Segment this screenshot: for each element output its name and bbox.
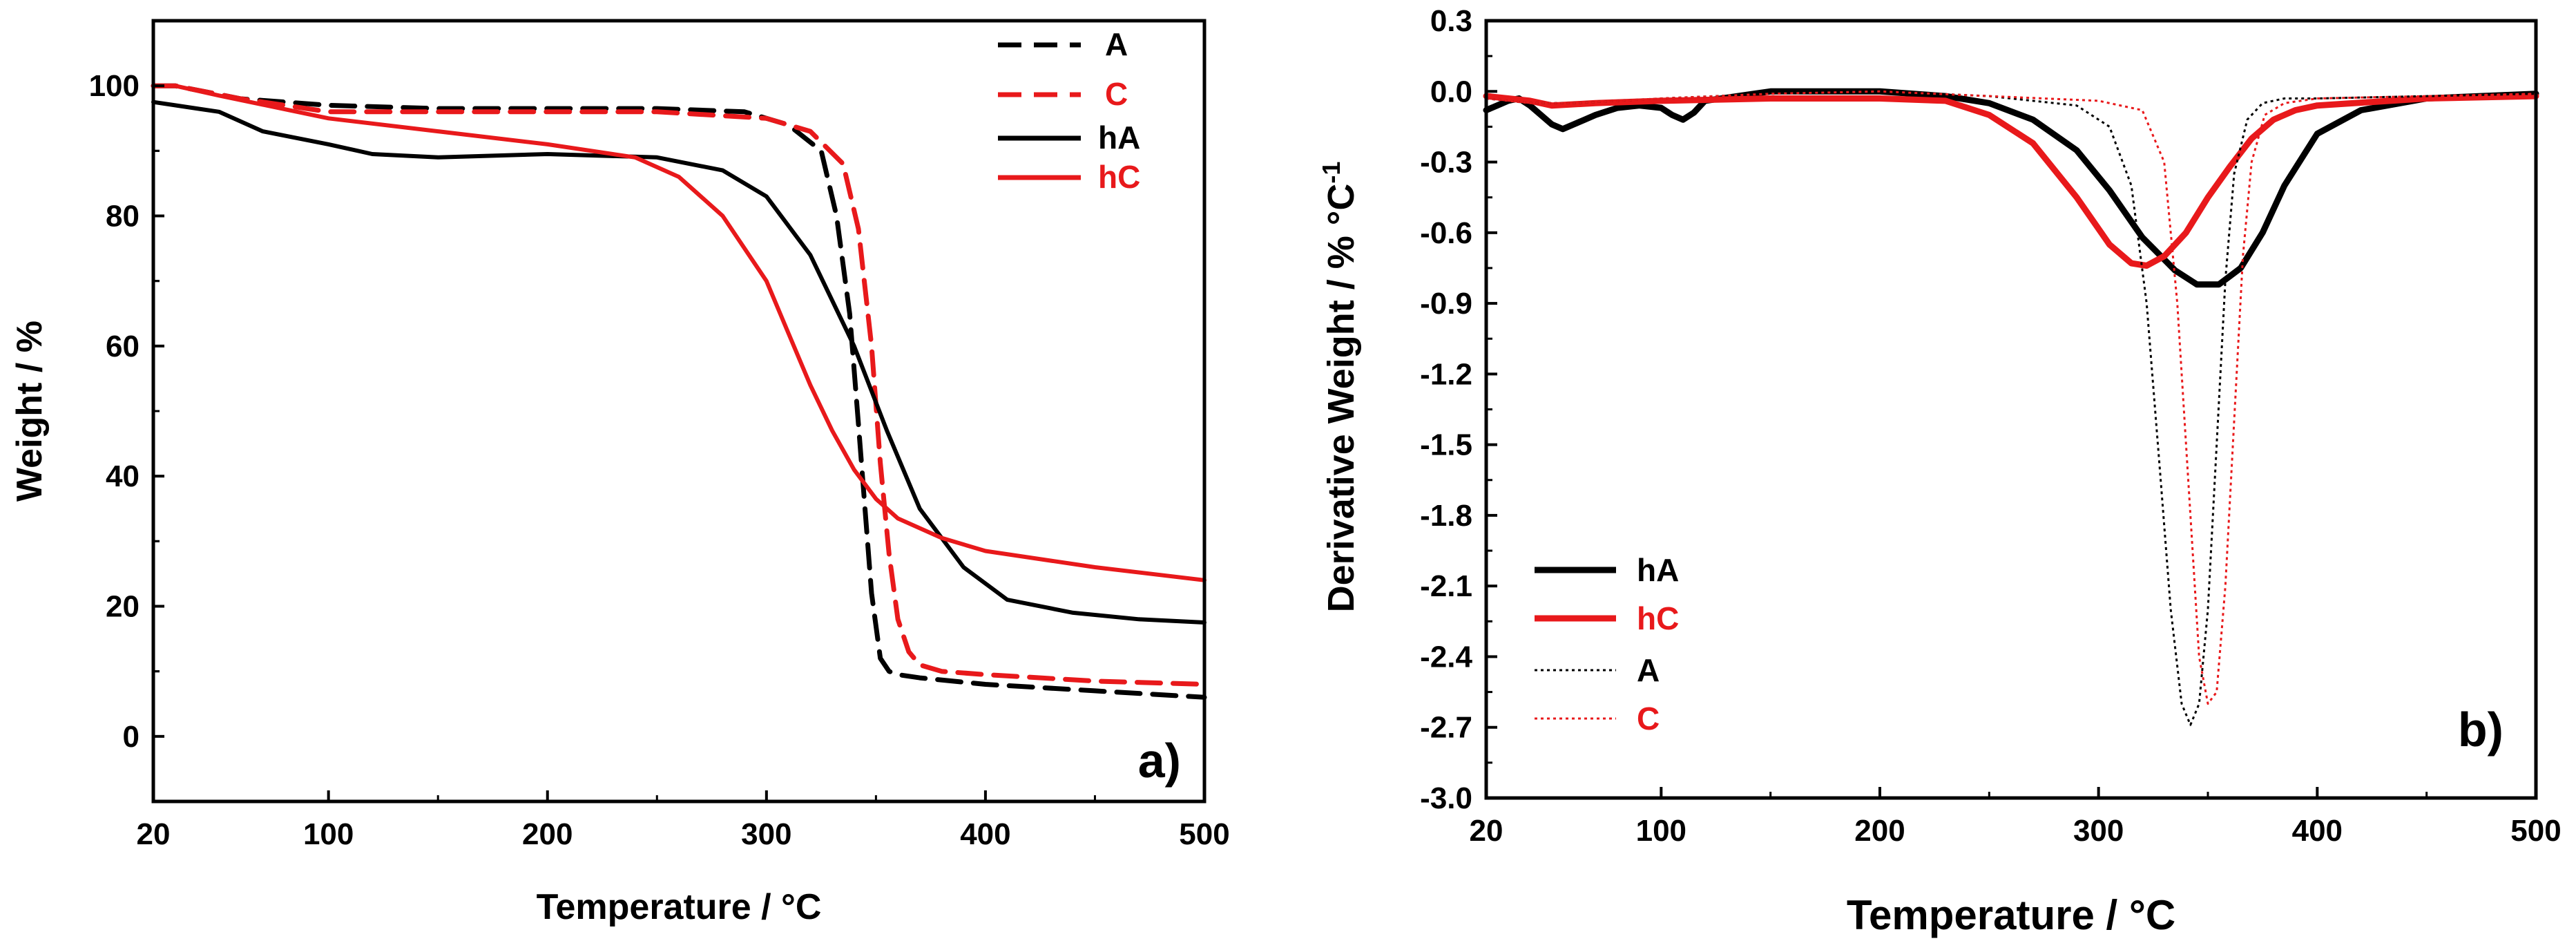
- panel-b-y-tick-label: -1.2: [1420, 357, 1472, 391]
- panel-b-y-tick-label: -1.8: [1420, 499, 1472, 533]
- panel-b-y-tick-label: -0.6: [1420, 216, 1472, 250]
- panel-a-y-tick-label: 100: [89, 69, 140, 103]
- panel-a-series-A: [151, 83, 1207, 700]
- panel-a-label: a): [1138, 734, 1181, 788]
- panel-a-x-tick-label: 100: [303, 817, 354, 851]
- legend-a-label-hA: hA: [1098, 120, 1140, 155]
- panel-a: 20 100 200 300 400 500 0 20 40 60 80 100 a) Tempera…: [10, 19, 1230, 927]
- panel-b-x-tick-label: 200: [1854, 814, 1905, 848]
- panel-b-y-tick-label: -2.7: [1420, 711, 1472, 745]
- panel-a-series-hC: [151, 84, 1207, 582]
- panel-b-y-axis-title-main: Derivative Weight / % °C: [1320, 184, 1362, 613]
- panel-b-y-axis-title-sup: -1: [1317, 162, 1345, 184]
- panel-b-series-hA: [1483, 88, 2539, 288]
- panel-a-series: [151, 83, 1207, 700]
- panel-b-x-tick-label: 400: [2292, 814, 2343, 848]
- panel-b-label: b): [2458, 703, 2503, 757]
- legend-a-label-C: C: [1105, 76, 1128, 112]
- panel-b-ticks: 20 100 200 300 400 500 0.3 0.0 -0.3 -0.6 -0.9 -1.2 -…: [1420, 4, 2561, 848]
- panel-b-legend: hA hC A C: [1535, 552, 1679, 736]
- panel-a-x-axis-title: Temperature / °C: [537, 887, 822, 927]
- panel-a-ticks: 20 100 200 300 400 500 0 20 40 60 80 100: [89, 19, 1230, 851]
- panel-a-y-tick-label: 80: [106, 200, 140, 234]
- panel-b-x-tick-label: 100: [1636, 814, 1686, 848]
- legend-a-label-hC: hC: [1098, 159, 1140, 195]
- legend-b-label-hC: hC: [1637, 600, 1679, 636]
- panel-b-x-axis-title: Temperature / °C: [1847, 892, 2175, 938]
- panel-a-x-tick-label: 300: [741, 817, 791, 851]
- panel-a-x-tick-label: 500: [1179, 817, 1229, 851]
- panel-b-y-axis-title: Derivative Weight / % °C-1: [1317, 162, 1362, 613]
- panel-a-x-tick-label: 400: [960, 817, 1010, 851]
- panel-a-y-tick-label: 40: [106, 459, 140, 493]
- panel-b-y-tick-label: 0.3: [1430, 4, 1472, 38]
- legend-b-label-C: C: [1637, 701, 1660, 736]
- panel-b-x-tick-label: 500: [2510, 814, 2561, 848]
- panel-b-series-hC: [1483, 93, 2539, 269]
- panel-a-x-tick-label: 20: [137, 817, 171, 851]
- panel-b-y-tick-label: -0.3: [1420, 146, 1472, 180]
- panel-a-y-tick-label: 60: [106, 330, 140, 363]
- panel-b: 20 100 200 300 400 500 0.3 0.0 -0.3 -0.6 -0.9 -1.2 -…: [1317, 4, 2561, 938]
- panel-b-y-tick-label: -1.5: [1420, 428, 1472, 462]
- panel-b-y-tick-label: -2.1: [1420, 569, 1472, 603]
- panel-b-x-tick-label: 300: [2073, 814, 2124, 848]
- panel-b-x-tick-label: 20: [1470, 814, 1503, 848]
- panel-a-x-tick-label: 200: [522, 817, 573, 851]
- legend-b-label-A: A: [1637, 652, 1660, 688]
- panel-b-series: [1483, 88, 2539, 726]
- panel-b-series-A: [1486, 90, 2537, 726]
- legend-a-label-A: A: [1105, 26, 1128, 62]
- panel-b-y-tick-label: 0.0: [1430, 75, 1472, 108]
- panel-b-y-tick-label: -2.4: [1420, 640, 1472, 674]
- panel-a-series-hA: [151, 99, 1207, 625]
- panel-b-series-C: [1486, 90, 2537, 705]
- panel-a-y-tick-label: 0: [123, 720, 140, 754]
- legend-b-label-hA: hA: [1637, 552, 1679, 588]
- panel-b-y-tick-label: -0.9: [1420, 287, 1472, 321]
- panel-a-y-axis-title: Weight / %: [10, 321, 50, 502]
- panel-a-series-C: [151, 83, 1207, 687]
- panel-b-y-tick-label: -3.0: [1420, 781, 1472, 815]
- panel-a-legend: A C hA hC: [998, 26, 1140, 195]
- panel-a-y-tick-label: 20: [106, 590, 140, 624]
